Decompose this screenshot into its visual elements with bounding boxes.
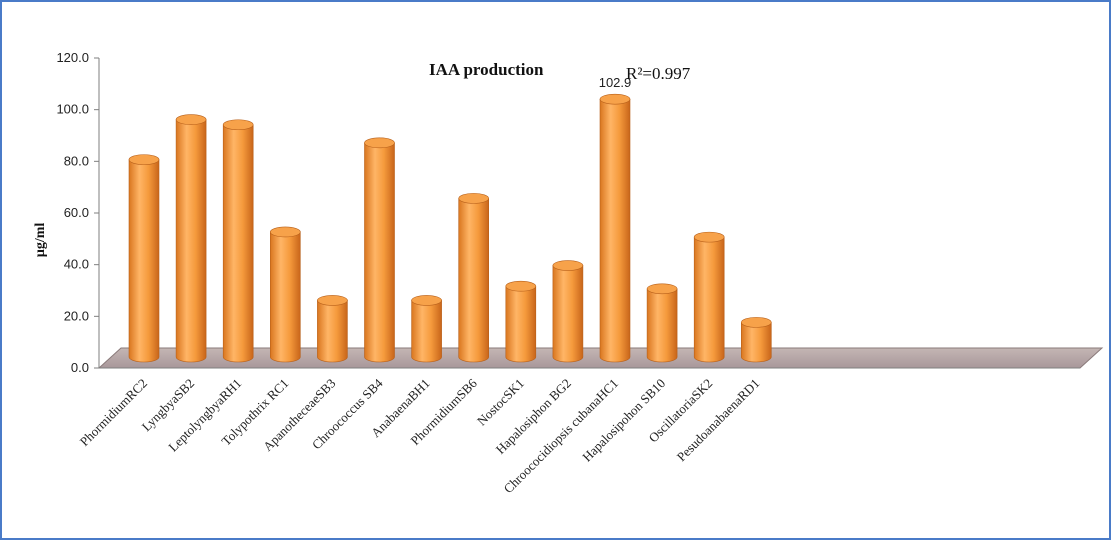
bar: [693, 231, 725, 363]
bar-body: [270, 231, 301, 363]
bar: [269, 226, 301, 363]
y-tick-label: 120.0: [56, 50, 89, 65]
bar: [599, 93, 631, 363]
bar-body: [364, 142, 395, 363]
bar-top: [222, 119, 254, 131]
bar-body: [505, 285, 537, 363]
r-squared-annotation: R²=0.997: [626, 64, 691, 83]
bar-body: [128, 159, 160, 363]
bar-top: [552, 260, 584, 271]
bar-top: [740, 317, 772, 328]
y-tick-label: 40.0: [64, 257, 89, 272]
bar-top: [599, 93, 631, 105]
bar: [458, 193, 490, 363]
bar-top: [128, 154, 160, 165]
y-tick-label: 100.0: [56, 102, 89, 117]
bar-body: [458, 198, 489, 363]
x-category-label: Hapalosipohon SB10: [579, 376, 668, 465]
chart-title: IAA production: [429, 60, 544, 79]
bar-body: [175, 119, 207, 363]
y-axis-label: µg/ml: [33, 223, 48, 258]
bar: [222, 119, 254, 363]
bar-body: [693, 236, 725, 363]
bar: [505, 280, 537, 363]
x-category-label: PesudoanabaenaRD1: [674, 376, 763, 465]
bar-top: [269, 226, 301, 238]
y-tick-label: 20.0: [64, 308, 89, 323]
bar-body: [646, 288, 678, 363]
bar: [317, 295, 348, 363]
bar-top: [458, 193, 490, 204]
x-category-label: PhormidiumRC2: [77, 376, 150, 449]
bar: [740, 317, 772, 363]
bar: [128, 154, 160, 363]
bar-top: [411, 295, 442, 306]
bar: [364, 137, 395, 363]
bar-top: [693, 231, 725, 243]
bar-body: [222, 124, 254, 363]
bar-body: [411, 300, 442, 363]
bar-body: [552, 265, 584, 363]
bar-top: [317, 295, 348, 306]
y-tick-label: 60.0: [64, 205, 89, 220]
bar-top: [646, 283, 678, 295]
bar-top: [364, 137, 395, 149]
y-tick-label: 0.0: [71, 360, 89, 375]
data-label: 102.9: [599, 75, 632, 90]
bar-top: [175, 114, 207, 125]
bar-body: [599, 98, 631, 363]
bar-top: [505, 280, 537, 292]
bar: [552, 260, 584, 363]
y-tick-label: 80.0: [64, 153, 89, 168]
bar: [175, 114, 207, 363]
bar-body: [741, 322, 772, 363]
bar: [411, 295, 442, 363]
bar: [646, 283, 678, 363]
bar-body: [317, 300, 348, 363]
